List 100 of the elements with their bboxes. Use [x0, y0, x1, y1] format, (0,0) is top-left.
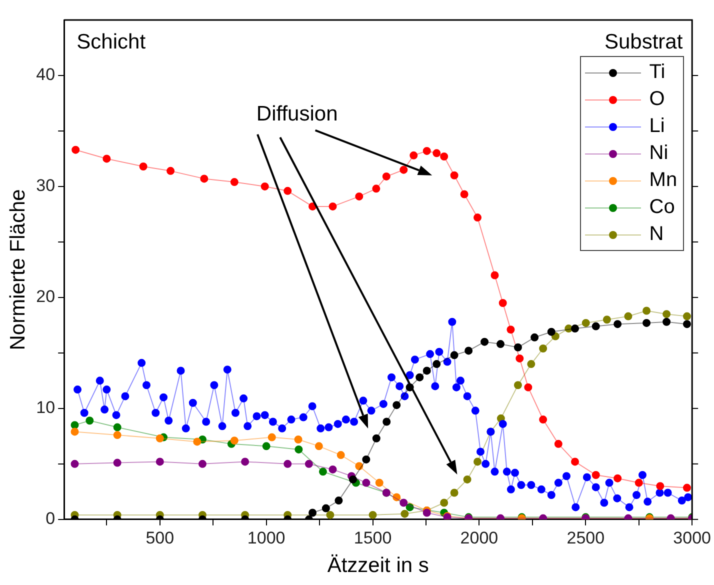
point [284, 186, 292, 195]
y-axis-title: Normierte Fläche [6, 189, 30, 350]
point [200, 174, 208, 183]
point [294, 445, 303, 454]
point [571, 324, 580, 333]
point [70, 428, 79, 436]
point [564, 324, 573, 333]
point [406, 503, 414, 512]
point [336, 451, 345, 460]
point [156, 434, 164, 442]
point [490, 271, 499, 280]
point [432, 360, 441, 368]
y-tick-label: 0 [46, 509, 56, 528]
annotation: Substrat [604, 30, 683, 54]
point [624, 312, 632, 320]
point [72, 146, 80, 154]
point [656, 482, 664, 490]
point [422, 146, 431, 155]
point [539, 416, 548, 424]
point [450, 488, 458, 497]
point [382, 418, 391, 426]
point [516, 354, 524, 362]
point [113, 458, 122, 467]
point [262, 442, 270, 450]
point [554, 440, 562, 448]
point [634, 478, 643, 487]
point [571, 458, 580, 466]
point [372, 184, 380, 193]
point [113, 423, 122, 432]
point [602, 316, 611, 324]
legend-label: Co [649, 196, 675, 219]
point [392, 401, 401, 410]
point [682, 312, 691, 320]
point [326, 510, 334, 519]
point [642, 306, 651, 315]
point [372, 434, 380, 442]
point [318, 468, 327, 476]
point [682, 484, 691, 492]
point [496, 340, 505, 348]
point [642, 318, 651, 327]
point [328, 202, 337, 210]
point [156, 458, 164, 466]
point [230, 436, 238, 445]
point [506, 326, 515, 334]
legend-label: N [649, 223, 664, 246]
point [400, 510, 409, 518]
point [614, 320, 622, 328]
legend-label: Li [649, 115, 665, 138]
x-tick-label: 3000 [673, 528, 712, 548]
point [368, 510, 377, 519]
point [268, 433, 276, 442]
point [284, 460, 292, 468]
point [422, 366, 431, 375]
y-tick-label: 20 [36, 287, 56, 306]
y-tick-label: 40 [36, 65, 56, 84]
point [193, 438, 202, 446]
point [450, 351, 458, 360]
point [382, 172, 390, 180]
point [362, 478, 370, 487]
point [410, 151, 418, 160]
point [400, 166, 408, 174]
point [498, 298, 507, 307]
point [440, 152, 448, 161]
point [480, 338, 489, 346]
y-tick-label: 10 [36, 398, 56, 418]
point [440, 498, 448, 507]
x-tick-label: 1500 [354, 528, 392, 548]
point [355, 462, 364, 470]
point [530, 333, 539, 342]
point [362, 455, 370, 464]
point [70, 421, 79, 430]
point [392, 493, 401, 502]
point [260, 182, 269, 190]
point [314, 442, 323, 450]
point [592, 471, 600, 480]
point [198, 460, 206, 468]
x-axis-title: Ätzzeit in s [327, 554, 429, 578]
point [139, 162, 148, 170]
x-tick-label: 2500 [566, 528, 605, 548]
point [614, 474, 622, 482]
point [463, 475, 472, 484]
point [230, 178, 238, 186]
annotation: Diffusion [256, 102, 338, 126]
point [113, 431, 122, 440]
x-tick-label: 500 [146, 528, 174, 548]
point [662, 318, 671, 326]
point [514, 381, 522, 390]
point [304, 460, 313, 468]
point [582, 318, 590, 327]
point [70, 460, 79, 468]
point [682, 320, 691, 328]
x-tick-label: 2000 [460, 528, 498, 548]
point [355, 192, 364, 200]
point [592, 322, 600, 330]
point [547, 328, 556, 336]
point [432, 149, 441, 158]
point [348, 475, 357, 484]
x-tick-label: 1000 [247, 528, 286, 548]
point [524, 383, 532, 392]
y-tick-label: 30 [36, 176, 56, 196]
